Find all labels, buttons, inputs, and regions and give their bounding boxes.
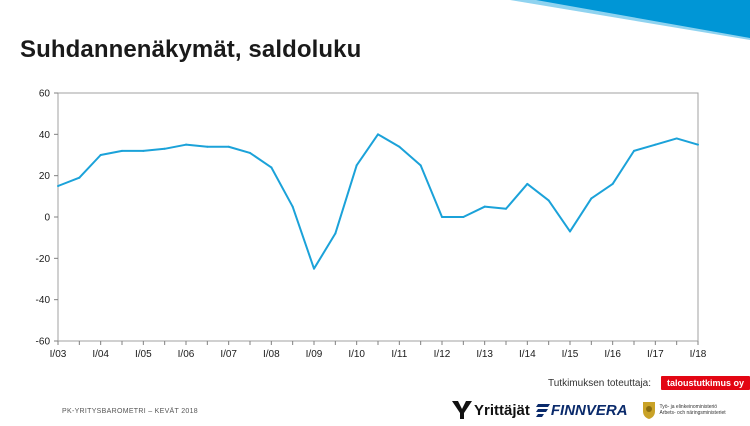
y-tick-label: 40 <box>39 130 51 141</box>
data-point <box>611 182 614 185</box>
series-line <box>57 133 699 270</box>
x-tick-label: I/09 <box>306 349 323 360</box>
y-tick-label: -60 <box>36 337 51 348</box>
provider-badge: taloustutkimus oy <box>661 376 750 390</box>
data-point <box>355 164 358 167</box>
data-point <box>654 143 657 146</box>
x-tick-label: I/18 <box>690 349 707 360</box>
data-point <box>697 143 699 146</box>
x-tick-label: I/07 <box>220 349 237 360</box>
data-point <box>633 149 635 152</box>
x-tick-label: I/17 <box>647 349 664 360</box>
x-tick-label: I/08 <box>263 349 280 360</box>
x-tick-label: I/14 <box>519 349 536 360</box>
data-point <box>206 145 209 148</box>
page-title: Suhdannenäkymät, saldoluku <box>20 36 362 63</box>
x-tick-label: I/03 <box>50 349 67 360</box>
finnvera-logo: FINNVERA <box>535 401 628 419</box>
data-point <box>569 230 571 233</box>
data-point <box>419 164 422 167</box>
y-tick-label: -40 <box>36 295 51 306</box>
data-point <box>441 216 443 218</box>
y-tick-label: -20 <box>36 254 51 265</box>
x-tick-label: I/11 <box>391 349 407 360</box>
data-point <box>483 205 486 208</box>
provider-label: Tutkimuksen toteuttaja: <box>548 377 652 389</box>
finnvera-text: FINNVERA <box>550 401 628 419</box>
y-tick-label: 0 <box>44 213 50 224</box>
x-tick-label: I/12 <box>434 349 451 360</box>
yrittajat-text: Yrittäjät <box>474 401 530 419</box>
tem-text-line2: Arbets- och näringsministeriet <box>659 410 726 416</box>
data-point <box>675 137 678 140</box>
x-tick-label: I/04 <box>92 349 109 360</box>
data-point <box>377 133 379 136</box>
footer-source: PK-YRITYSBAROMETRI – KEVÄT 2018 <box>62 408 198 415</box>
data-point <box>142 149 145 152</box>
x-tick-label: I/15 <box>562 349 579 360</box>
y-tick-label: 60 <box>39 89 51 100</box>
x-tick-label: I/16 <box>604 349 621 360</box>
data-point <box>57 185 59 187</box>
data-point <box>291 205 294 208</box>
data-point <box>590 197 593 200</box>
provider-info: Tutkimuksen toteuttaja: taloustutkimus o… <box>548 376 750 390</box>
data-point <box>313 267 315 270</box>
tem-text-line1: Työ- ja elinkeinoministeriö <box>659 404 718 410</box>
tem-text: Työ- ja elinkeinoministeriö Arbets- och … <box>660 404 726 416</box>
logo-row: Yrittäjät FINNVERA Työ- ja elinkeinomini… <box>452 398 750 422</box>
x-tick-label: I/05 <box>135 349 152 360</box>
data-point <box>78 176 81 179</box>
x-tick-label: I/10 <box>348 349 365 360</box>
x-tick-label: I/06 <box>178 349 195 360</box>
data-point <box>227 145 230 148</box>
tem-logo: Työ- ja elinkeinoministeriö Arbets- och … <box>642 401 726 419</box>
data-point <box>99 154 102 156</box>
yrittajat-icon <box>452 401 472 419</box>
data-point <box>334 232 337 235</box>
yrittajat-logo: Yrittäjät <box>452 401 530 419</box>
data-point <box>249 151 251 154</box>
y-tick-label: 20 <box>39 171 51 182</box>
data-point <box>505 207 507 210</box>
plot-frame <box>57 92 699 342</box>
data-point <box>526 182 529 185</box>
corner-ribbon <box>510 0 750 40</box>
finnvera-icon <box>535 404 550 417</box>
data-point <box>163 147 166 150</box>
data-point <box>270 166 273 169</box>
data-point <box>121 149 123 152</box>
x-tick-label: I/13 <box>476 349 493 360</box>
data-point <box>462 216 465 218</box>
lion-crest-icon <box>642 402 655 419</box>
data-point <box>398 145 401 148</box>
data-point <box>547 199 550 202</box>
data-point <box>185 143 187 146</box>
ribbon-blue-stripe <box>536 0 750 38</box>
